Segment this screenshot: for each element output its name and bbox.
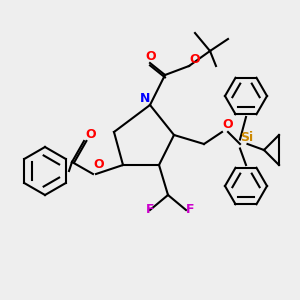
Text: O: O: [222, 118, 232, 130]
Text: N: N: [140, 92, 151, 105]
Text: O: O: [85, 128, 96, 141]
Text: F: F: [186, 203, 194, 216]
Text: O: O: [93, 158, 104, 171]
Text: O: O: [189, 53, 200, 66]
Text: O: O: [146, 50, 156, 63]
Text: F: F: [146, 203, 154, 216]
Text: Si: Si: [240, 131, 253, 144]
